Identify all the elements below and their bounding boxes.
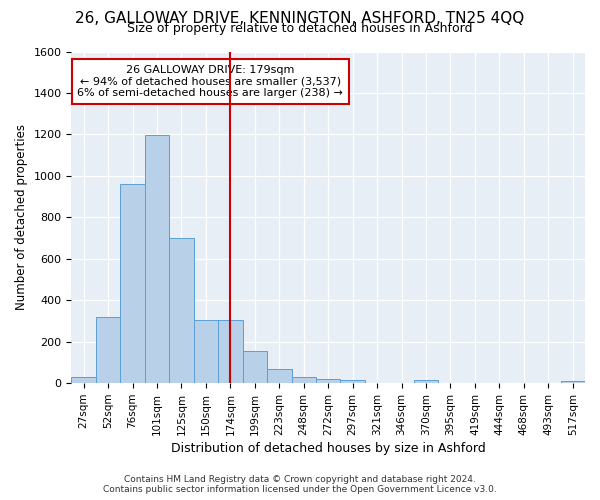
- Bar: [145, 136, 169, 383]
- Text: 26, GALLOWAY DRIVE, KENNINGTON, ASHFORD, TN25 4QQ: 26, GALLOWAY DRIVE, KENNINGTON, ASHFORD,…: [76, 11, 524, 26]
- Text: Contains HM Land Registry data © Crown copyright and database right 2024.
Contai: Contains HM Land Registry data © Crown c…: [103, 474, 497, 494]
- Y-axis label: Number of detached properties: Number of detached properties: [15, 124, 28, 310]
- Bar: [242, 351, 267, 383]
- Bar: [96, 317, 121, 383]
- Bar: [194, 320, 218, 383]
- Bar: [169, 238, 194, 383]
- X-axis label: Distribution of detached houses by size in Ashford: Distribution of detached houses by size …: [171, 442, 485, 455]
- Text: 26 GALLOWAY DRIVE: 179sqm
← 94% of detached houses are smaller (3,537)
6% of sem: 26 GALLOWAY DRIVE: 179sqm ← 94% of detac…: [77, 65, 343, 98]
- Bar: [414, 380, 438, 383]
- Bar: [316, 379, 340, 383]
- Bar: [121, 184, 145, 383]
- Bar: [560, 381, 585, 383]
- Bar: [292, 377, 316, 383]
- Text: Size of property relative to detached houses in Ashford: Size of property relative to detached ho…: [127, 22, 473, 35]
- Bar: [340, 380, 365, 383]
- Bar: [218, 320, 242, 383]
- Bar: [267, 368, 292, 383]
- Bar: [71, 378, 96, 383]
